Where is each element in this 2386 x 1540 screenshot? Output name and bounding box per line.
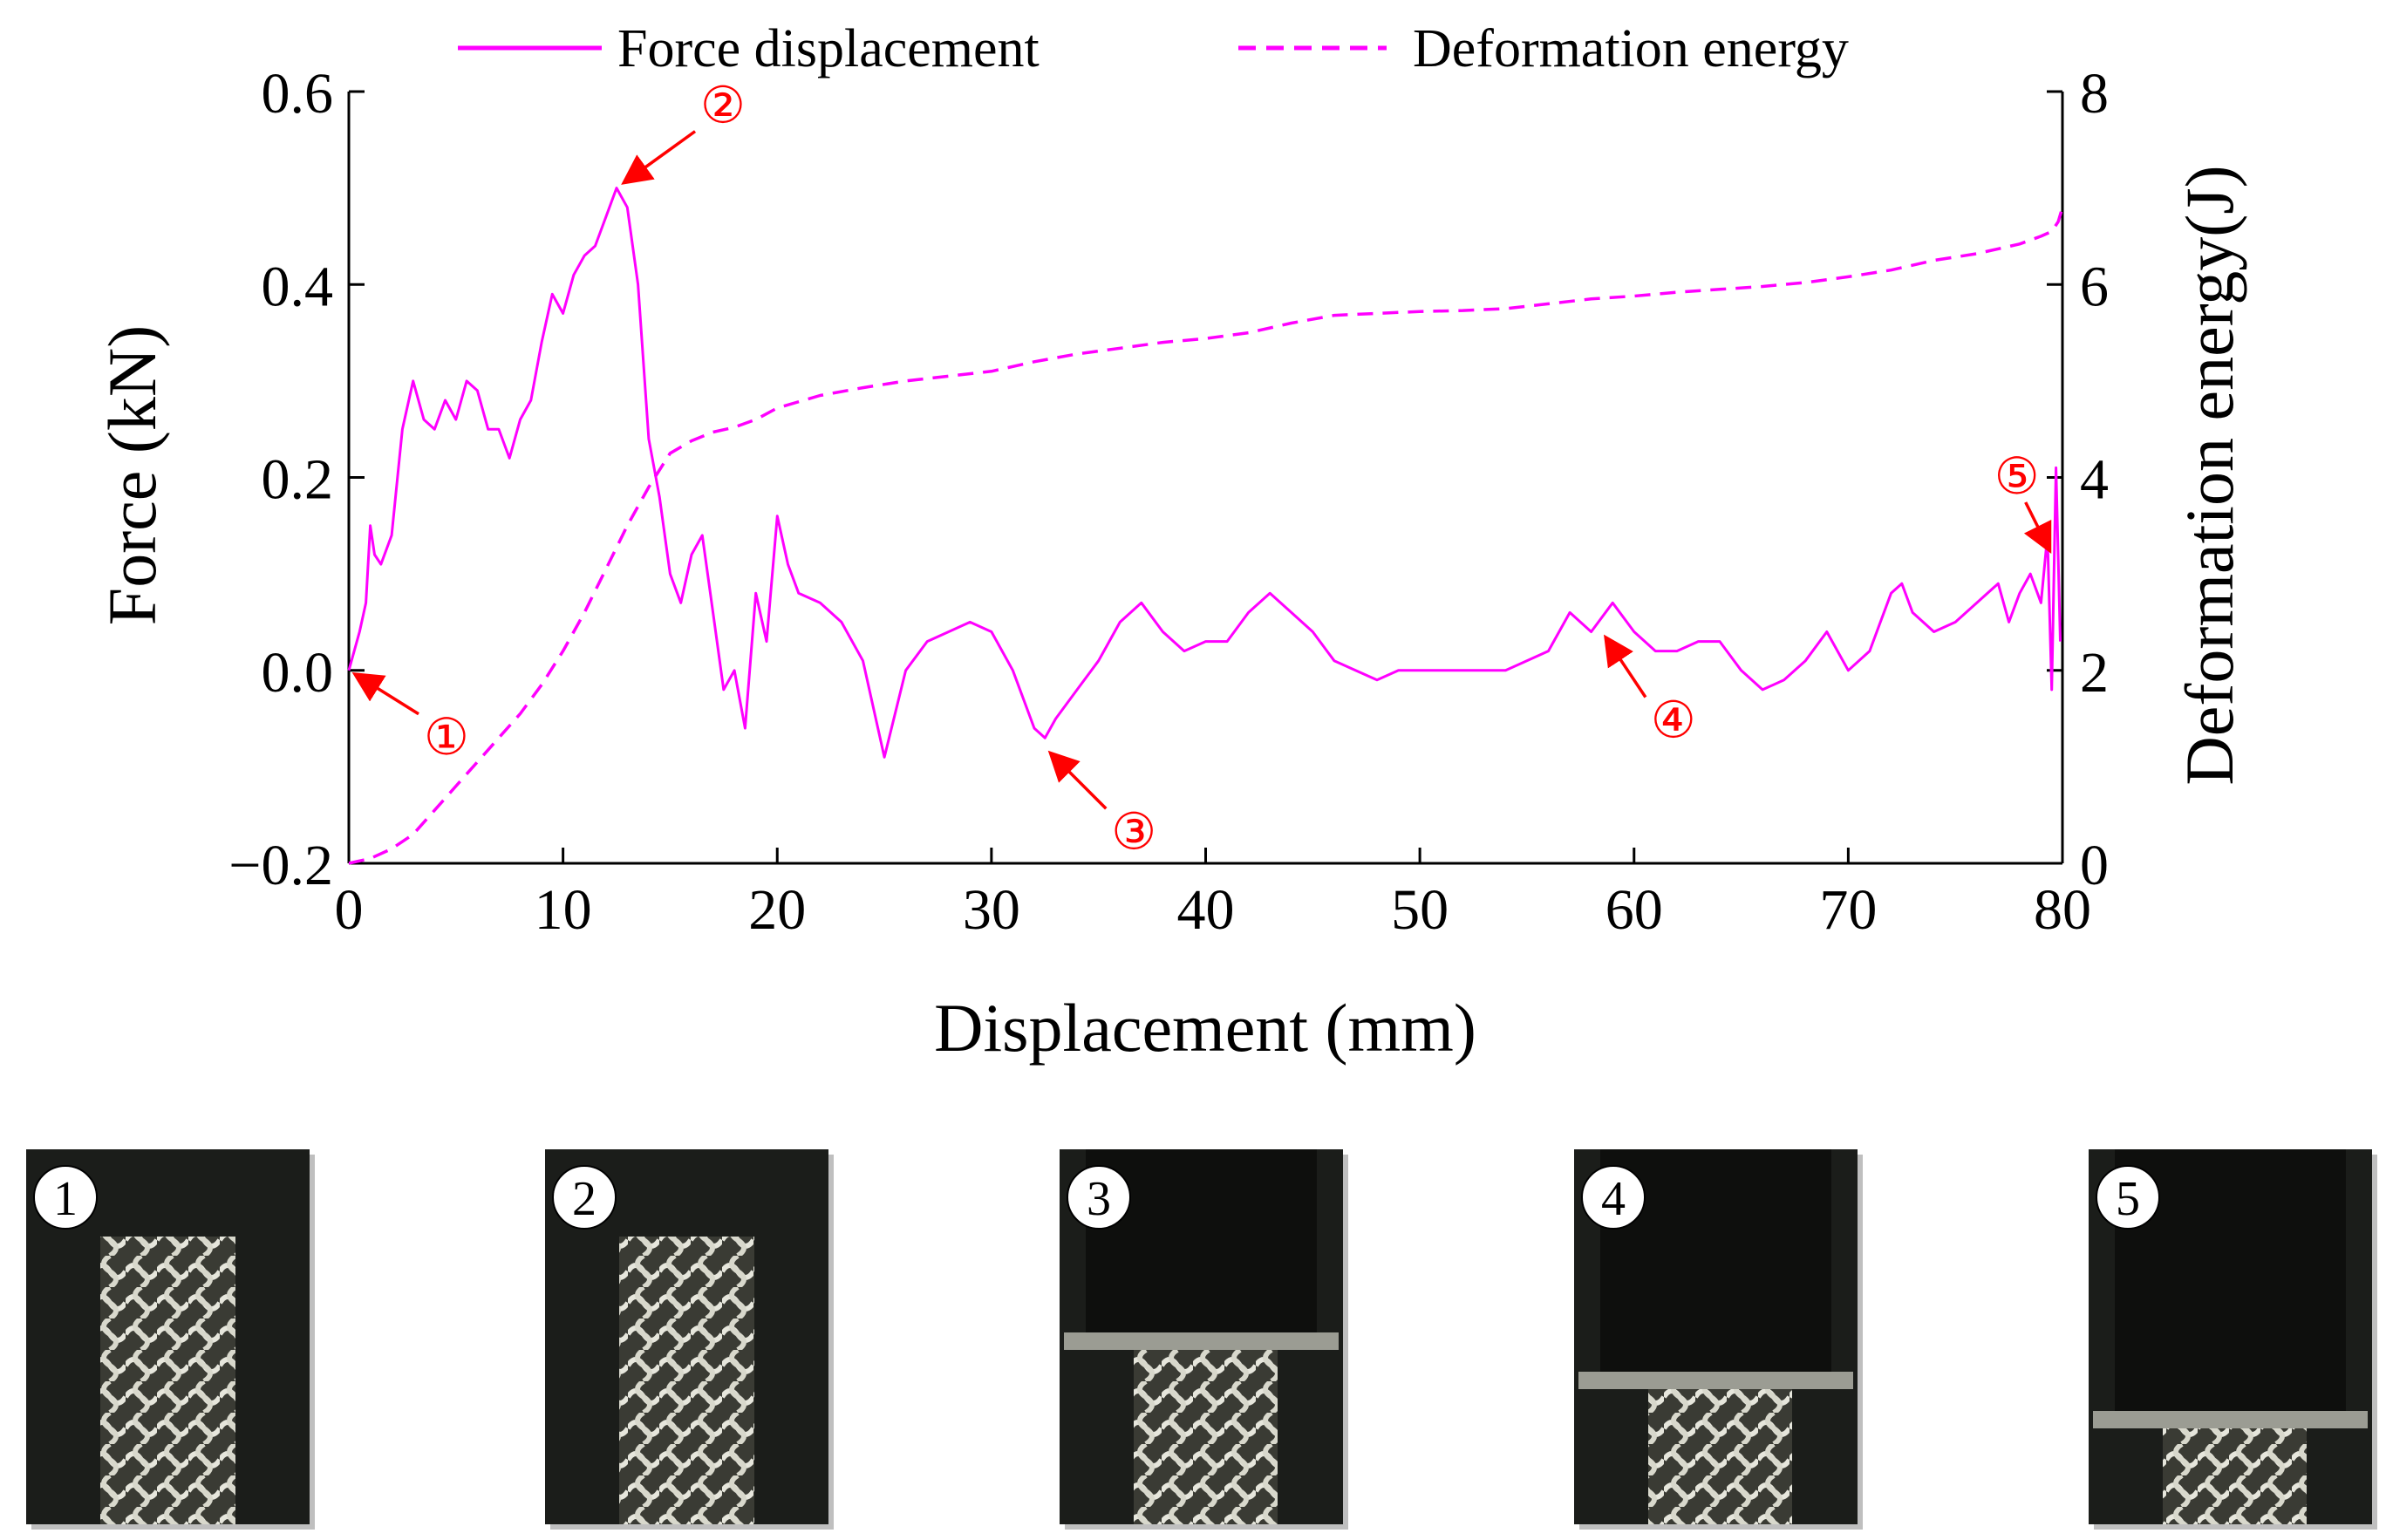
- annotation-arrow: [621, 130, 697, 185]
- photo-label-badge: [552, 1165, 617, 1230]
- annotation-label: ⑤: [1994, 446, 2040, 506]
- x-tick-label: 30: [963, 878, 1020, 942]
- y2-tick-label: 6: [2080, 255, 2109, 318]
- photo-label: 4: [1601, 1172, 1626, 1226]
- press-plate-edge: [2093, 1411, 2368, 1428]
- crushed-specimen: [1134, 1350, 1278, 1524]
- axes: [347, 92, 2064, 865]
- legend: Force displacement Deformation energy: [458, 19, 1849, 78]
- y2-tick-label: 2: [2080, 641, 2109, 705]
- crushed-specimen: [1648, 1389, 1792, 1524]
- photo-panel: 1: [26, 1149, 315, 1530]
- photo-label-badge: [1067, 1165, 1131, 1230]
- press-plate-edge: [1578, 1372, 1853, 1389]
- y2-ticks: 0 2 4 6 8: [2047, 62, 2109, 897]
- lattice-specimen: [100, 1237, 235, 1524]
- y-tick-label: 0.2: [262, 448, 334, 512]
- annotation-label: ④: [1651, 691, 1696, 750]
- photo-panel: 5: [2089, 1149, 2377, 1530]
- x-tick-label: 50: [1391, 878, 1449, 942]
- series-layer: [347, 187, 2064, 865]
- photo-label: 1: [53, 1172, 78, 1226]
- x-tick-label: 60: [1605, 878, 1663, 942]
- annotation-label: ③: [1111, 801, 1156, 861]
- legend-label-energy: Deformation energy: [1413, 19, 1849, 78]
- lattice-specimen: [619, 1237, 754, 1524]
- photo-strip: 1 2 3 4 5: [26, 1149, 2377, 1530]
- annotations: ① ② ③ ④ ⑤: [351, 76, 2052, 861]
- y2-axis-label: Deformation energy(J): [2171, 165, 2247, 785]
- force-series-line: [347, 187, 2062, 759]
- annotation-arrow: [1047, 750, 1108, 810]
- annotation-arrow: [2023, 501, 2052, 555]
- energy-series-line: [348, 207, 2064, 865]
- y-tick-label: 0.4: [262, 255, 334, 318]
- annotation-arrow: [1604, 634, 1647, 698]
- photo-label: 5: [2116, 1172, 2140, 1226]
- legend-label-force: Force displacement: [617, 19, 1040, 78]
- x-tick-label: 40: [1177, 878, 1235, 942]
- crushed-specimen: [2163, 1428, 2307, 1524]
- y2-tick-label: 8: [2080, 62, 2109, 126]
- y-axis-label: Force (kN): [94, 325, 170, 625]
- annotation-label: ②: [700, 76, 746, 135]
- annotation-label: ①: [424, 707, 469, 767]
- x-ticks: 0 10 20 30 40 50 60 70 80: [335, 848, 2091, 942]
- y-ticks: −0.2 0.0 0.2 0.4 0.6: [228, 62, 365, 897]
- photo-panel: 3: [1060, 1149, 1348, 1530]
- y2-tick-label: 0: [2080, 834, 2109, 897]
- x-tick-label: 10: [535, 878, 592, 942]
- x-axis-label: Displacement (mm): [934, 990, 1476, 1066]
- y-tick-label: 0.6: [262, 62, 334, 126]
- photo-label: 3: [1087, 1172, 1111, 1226]
- x-tick-label: 0: [335, 878, 364, 942]
- press-plate-edge: [1064, 1332, 1339, 1350]
- photo-panel: 4: [1574, 1149, 1863, 1530]
- photo-panel: 2: [545, 1149, 834, 1530]
- x-tick-label: 80: [2034, 878, 2091, 942]
- photo-label: 2: [572, 1172, 596, 1226]
- y-tick-label: −0.2: [228, 834, 333, 897]
- y-tick-label: 0.0: [262, 641, 334, 705]
- photo-label-badge: [2096, 1165, 2160, 1230]
- y2-tick-label: 4: [2080, 448, 2109, 512]
- photo-label-badge: [1581, 1165, 1646, 1230]
- photo-label-badge: [33, 1165, 98, 1230]
- annotation-arrow: [351, 672, 419, 716]
- x-tick-label: 70: [1819, 878, 1877, 942]
- x-tick-label: 20: [748, 878, 806, 942]
